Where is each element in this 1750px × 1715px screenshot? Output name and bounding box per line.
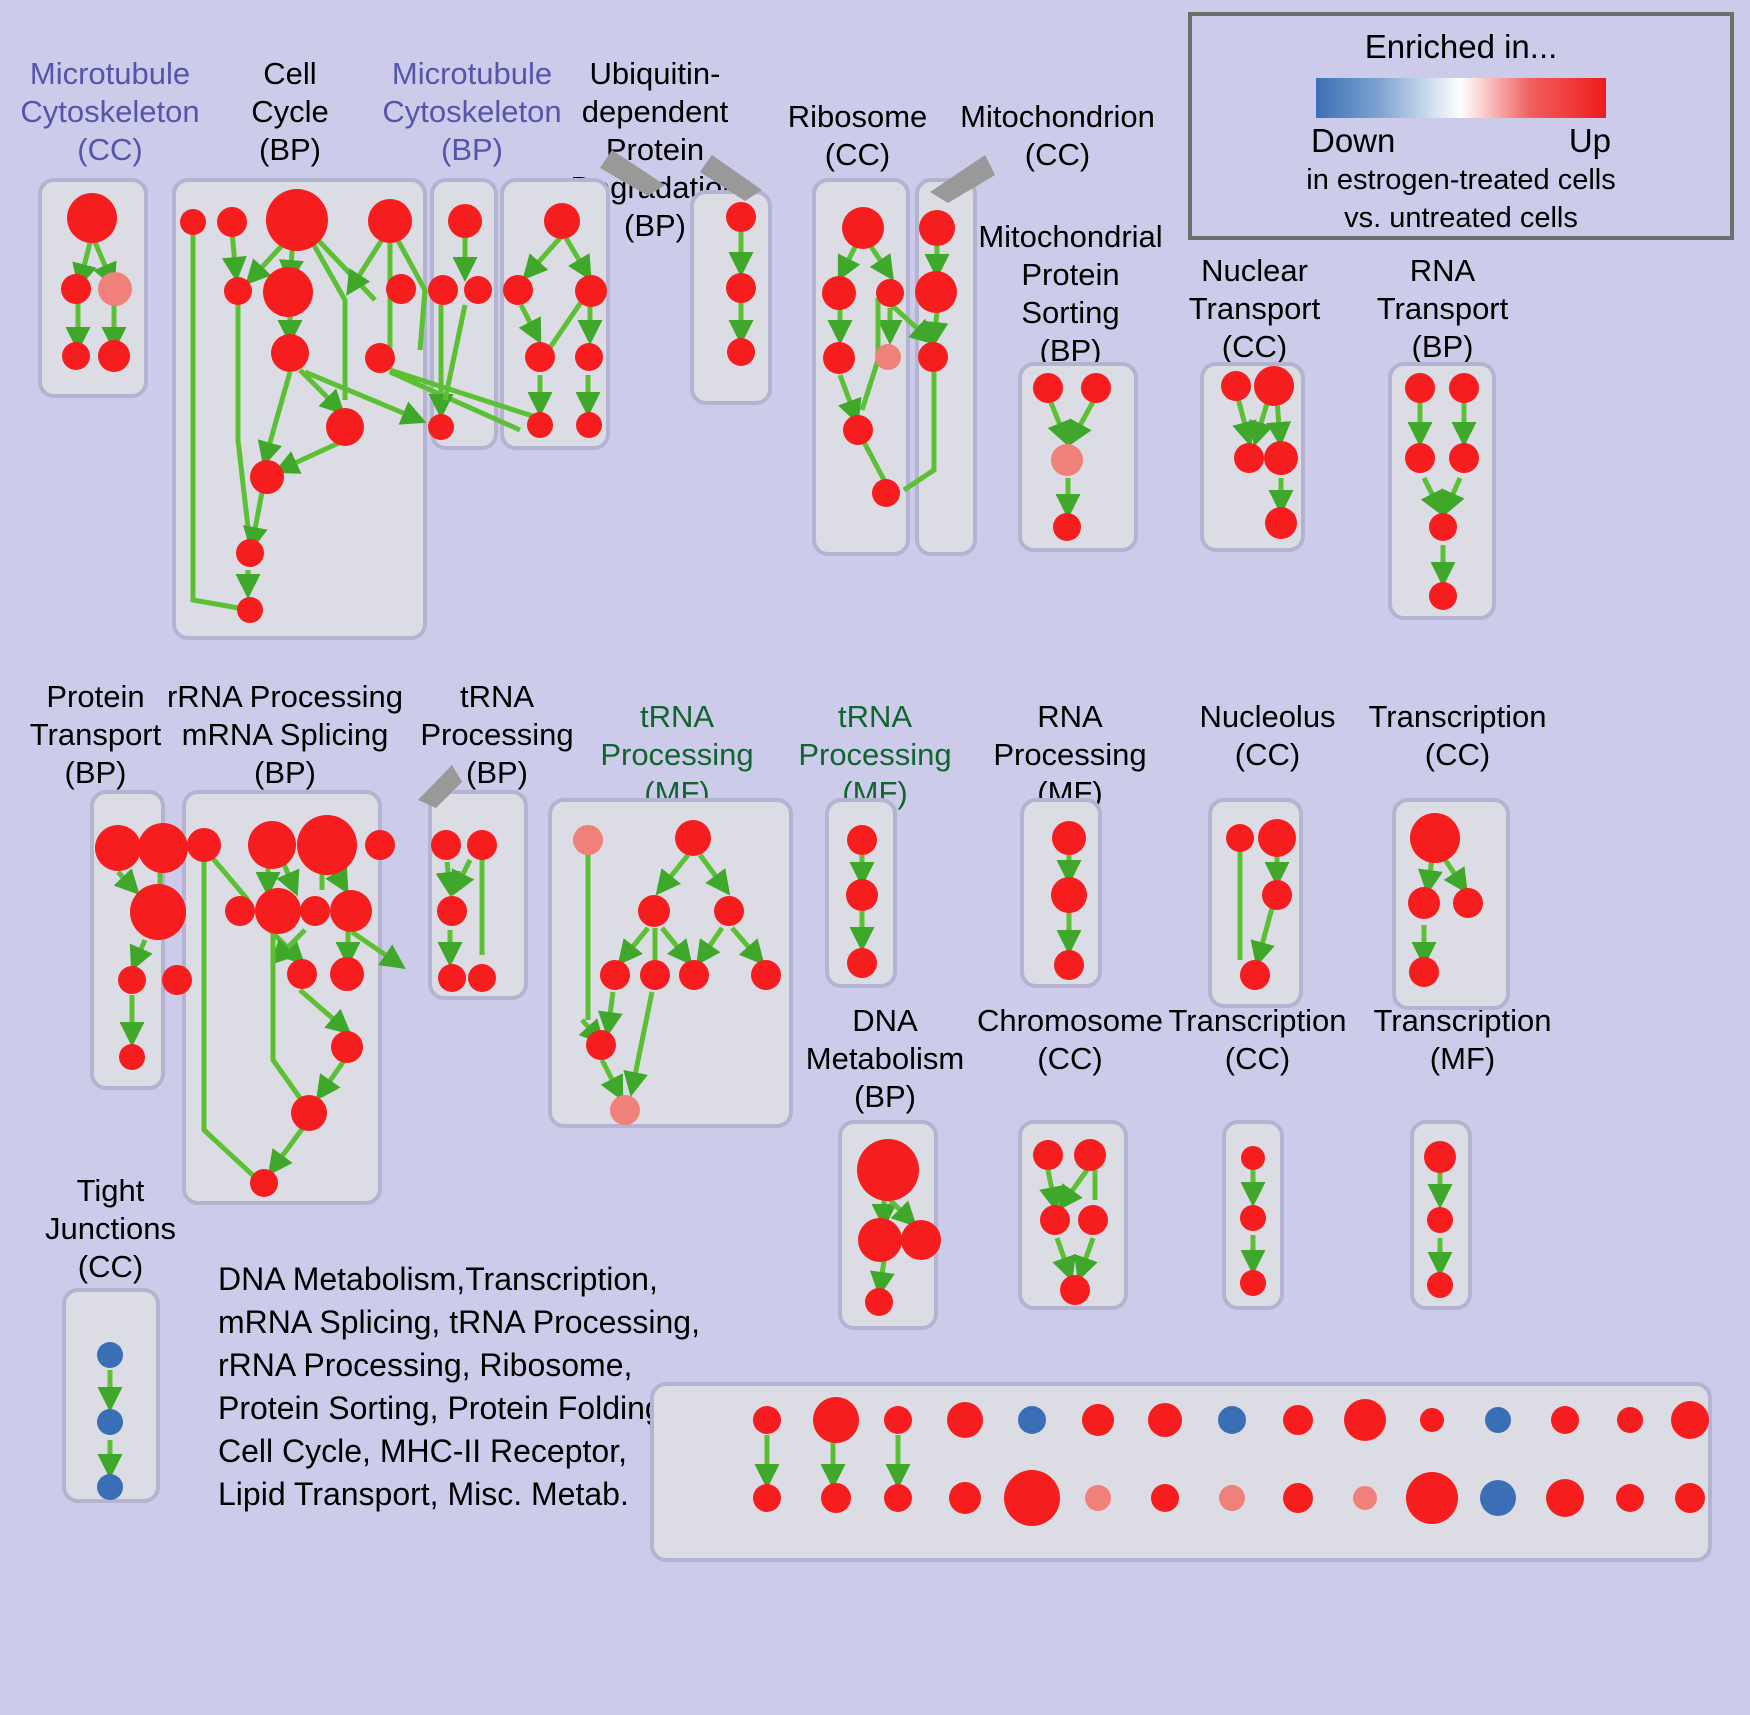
- label-dna-metabolism-bp: DNA Metabolism (BP): [805, 1003, 965, 1114]
- panel-transcription-mf: [1410, 1120, 1472, 1310]
- legend-endpoint-labels: Down Up: [1311, 122, 1611, 160]
- label-rna-processing-mf: RNA Processing (MF): [993, 699, 1147, 810]
- label-rrna-mrna-bp: rRNA Processing mRNA Splicing (BP): [166, 679, 404, 790]
- panel-rna-transport-bp: [1388, 362, 1496, 620]
- panel-dna-metabolism-bp: [838, 1120, 938, 1330]
- panel-nuclear-transport-cc: [1200, 362, 1305, 552]
- panel-rrna-mrna-bp: [182, 790, 382, 1205]
- panel-chromosome-cc: [1018, 1120, 1128, 1310]
- label-transcription-cc-1: Transcription (CC): [1368, 699, 1547, 772]
- panel-mitochondrion-cc: [915, 178, 977, 556]
- label-trna-processing-mf-2: tRNA Processing (MF): [798, 699, 952, 810]
- label-rna-transport-bp: RNA Transport (BP): [1376, 253, 1509, 364]
- label-microtubule-cc: Microtubule Cytoskeleton (CC): [20, 56, 200, 167]
- panel-nucleolus-cc: [1208, 798, 1303, 1008]
- label-microtubule-bp: Microtubule Cytoskeleton (BP): [382, 56, 562, 167]
- label-nucleolus-cc: Nucleolus (CC): [1199, 699, 1336, 772]
- label-protein-transport-bp: Protein Transport (BP): [29, 679, 162, 790]
- legend-sub-line-2: vs. untreated cells: [1344, 202, 1578, 234]
- legend-sub-line-1: in estrogen-treated cells: [1306, 164, 1616, 196]
- panel-microtubule-bp: [430, 178, 498, 450]
- panel-rna-processing-mf: [1020, 798, 1102, 988]
- panel-ubiquitin-bp-2: [690, 190, 772, 405]
- label-cell-cycle-bp: Cell Cycle (BP): [251, 56, 329, 167]
- label-tight-junctions-cc: Tight Junctions (CC): [45, 1173, 176, 1284]
- legend-box: Enriched in... Down Up in estrogen-treat…: [1188, 12, 1734, 240]
- panel-ribosome-cc: [812, 178, 910, 556]
- label-nuclear-transport-cc: Nuclear Transport (CC): [1188, 253, 1321, 364]
- panel-trna-processing-mf-2: [825, 798, 897, 988]
- panel-transcription-cc-1: [1392, 798, 1510, 1010]
- panel-cell-cycle-bp: [172, 178, 427, 640]
- label-transcription-cc-2: Transcription (CC): [1168, 1003, 1347, 1076]
- panel-microtubule-cc: [38, 178, 148, 398]
- panel-tight-junctions-cc: [62, 1288, 160, 1503]
- panel-mito-protein-sorting: [1018, 362, 1138, 552]
- label-chromosome-cc: Chromosome (CC): [976, 1003, 1164, 1076]
- legend-down-label: Down: [1311, 122, 1396, 159]
- label-mitochondrion-cc: Mitochondrion (CC): [960, 99, 1155, 172]
- legend-up-label: Up: [1568, 122, 1611, 159]
- legend-title: Enriched in...: [1364, 28, 1558, 65]
- label-mito-protein-sorting-bp: Mitochondrial Protein Sorting (BP): [978, 219, 1163, 368]
- label-transcription-mf: Transcription (MF): [1373, 1003, 1552, 1076]
- summary-text-block: DNA Metabolism,Transcription, mRNA Splic…: [218, 1261, 700, 1512]
- panel-trna-processing-bp: [428, 790, 528, 1000]
- panel-ubiquitin-bp: [500, 178, 610, 450]
- label-trna-processing-mf-1: tRNA Processing (MF): [600, 699, 754, 810]
- legend-color-bar: [1316, 78, 1606, 118]
- panel-protein-transport-bp: [90, 790, 165, 1090]
- label-ribosome-cc: Ribosome (CC): [787, 99, 928, 172]
- label-trna-processing-bp: tRNA Processing (BP): [420, 679, 574, 790]
- panel-trna-processing-mf-1: [548, 798, 793, 1128]
- panel-transcription-cc-2: [1222, 1120, 1284, 1310]
- panel-misc-strip: [650, 1382, 1712, 1562]
